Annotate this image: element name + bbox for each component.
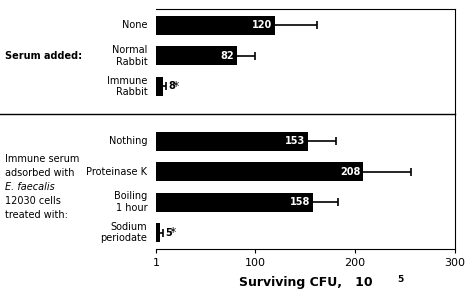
Text: 82: 82	[221, 51, 234, 61]
Text: 5: 5	[165, 228, 172, 238]
Text: *: *	[173, 80, 179, 93]
Text: 5: 5	[397, 275, 403, 284]
Text: 153: 153	[285, 136, 305, 146]
Text: Immune serum: Immune serum	[5, 154, 79, 164]
Bar	[155, 223, 160, 242]
Text: treated with:: treated with:	[5, 210, 68, 220]
Text: adsorbed with: adsorbed with	[5, 168, 74, 178]
Text: 120: 120	[252, 21, 272, 30]
Text: *: *	[169, 226, 176, 239]
Text: Serum added:: Serum added:	[5, 51, 82, 61]
Bar	[155, 77, 164, 96]
Bar	[155, 162, 363, 181]
Text: E. faecalis: E. faecalis	[5, 182, 55, 192]
Text: Surviving CFU,   10: Surviving CFU, 10	[239, 276, 373, 289]
Text: 208: 208	[340, 167, 360, 177]
Bar	[155, 132, 308, 151]
Text: 12030 cells: 12030 cells	[5, 196, 61, 206]
Bar	[155, 46, 237, 65]
Bar	[155, 16, 275, 35]
Text: 8: 8	[168, 81, 175, 91]
Bar	[155, 193, 313, 212]
Text: 158: 158	[290, 197, 310, 207]
